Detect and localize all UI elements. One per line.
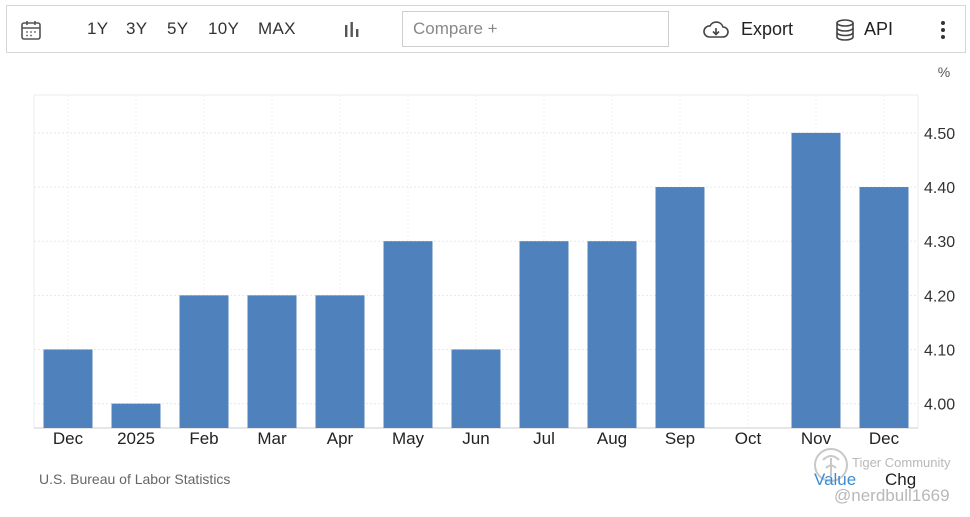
- source-attribution: U.S. Bureau of Labor Statistics: [39, 471, 231, 487]
- x-tick-label: 2025: [117, 429, 155, 448]
- x-tick-label: May: [392, 429, 425, 448]
- bar-dec-0[interactable]: [43, 349, 93, 428]
- y-tick-label: 4.40: [924, 180, 955, 197]
- range-10y-button[interactable]: 10Y: [208, 19, 240, 38]
- x-tick-label: Dec: [53, 429, 84, 448]
- y-tick-label: 4.00: [924, 397, 955, 414]
- api-button[interactable]: API: [864, 19, 894, 39]
- bar-dec-12[interactable]: [859, 187, 909, 428]
- tiger-logo-icon: [814, 448, 848, 482]
- bar-mar-3[interactable]: [247, 295, 297, 428]
- more-vertical-icon[interactable]: [938, 20, 948, 40]
- x-tick-label: Aug: [597, 429, 627, 448]
- compare-input[interactable]: [402, 11, 669, 47]
- y-tick-label: 4.30: [924, 234, 955, 251]
- x-tick-label: Apr: [327, 429, 354, 448]
- tab-value[interactable]: Value: [814, 470, 857, 489]
- bar-apr-4[interactable]: [315, 295, 365, 428]
- x-tick-label: Nov: [801, 429, 832, 448]
- y-tick-label: 4.20: [924, 288, 955, 305]
- x-tick-label: Sep: [665, 429, 695, 448]
- y-tick-label: 4.10: [924, 342, 955, 359]
- x-tick-label: Jun: [462, 429, 489, 448]
- tab-chg[interactable]: Chg: [885, 470, 917, 489]
- bar-2025-1[interactable]: [111, 403, 161, 428]
- y-unit-label: %: [938, 64, 950, 80]
- watermark-brand: Tiger Community: [852, 455, 951, 470]
- calendar-icon[interactable]: [20, 19, 42, 41]
- bar-chart-icon[interactable]: [343, 21, 361, 39]
- x-tick-label: Oct: [735, 429, 762, 448]
- chart-toolbar: 1Y 3Y 5Y 10Y MAX Export API: [6, 5, 966, 53]
- bar-nov-11[interactable]: [791, 132, 841, 428]
- bar-sep-9[interactable]: [655, 187, 705, 428]
- cloud-download-icon[interactable]: [702, 19, 730, 41]
- bar-chart: % 4.00 4.10 4.20 4.30 4.40 4.50 Dec 2025 Feb Mar Ap…: [33, 64, 955, 448]
- x-tick-label: Dec: [869, 429, 900, 448]
- database-icon[interactable]: [835, 18, 855, 42]
- x-tick-label: Feb: [189, 429, 218, 448]
- bar-may-5[interactable]: [383, 241, 433, 428]
- bar-feb-2[interactable]: [179, 295, 229, 428]
- y-tick-label: 4.50: [924, 126, 955, 143]
- x-tick-label: Mar: [257, 429, 287, 448]
- watermark-handle: @nerdbull1669: [834, 486, 950, 505]
- range-max-button[interactable]: MAX: [258, 19, 296, 38]
- range-1y-button[interactable]: 1Y: [87, 19, 109, 38]
- export-button[interactable]: Export: [741, 19, 794, 39]
- bar-jul-7[interactable]: [519, 241, 569, 428]
- x-tick-label: Jul: [533, 429, 555, 448]
- range-5y-button[interactable]: 5Y: [167, 19, 189, 38]
- bar-jun-6[interactable]: [451, 349, 501, 428]
- range-3y-button[interactable]: 3Y: [126, 19, 148, 38]
- bar-aug-8[interactable]: [587, 241, 637, 428]
